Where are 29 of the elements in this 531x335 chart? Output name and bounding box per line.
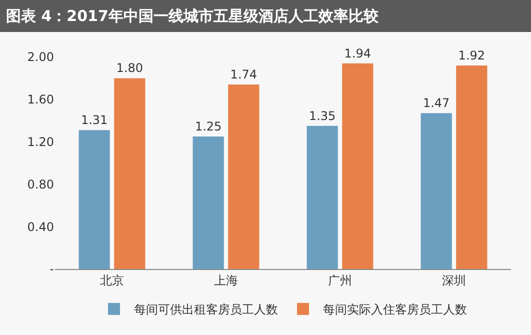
y-tick-label: 0.40: [27, 220, 54, 234]
data-label: 1.31: [80, 113, 108, 128]
bar: [114, 78, 146, 269]
y-tick-label: 1.60: [27, 92, 54, 107]
y-tick-label: 1.20: [27, 135, 54, 149]
bar: [456, 65, 488, 269]
bar: [306, 126, 338, 269]
y-tick-label: 0.80: [27, 177, 54, 192]
x-tick-label: 上海: [214, 273, 238, 288]
data-label: 1.80: [116, 61, 144, 76]
bar: [228, 84, 260, 269]
y-tick-label: -: [50, 262, 54, 276]
bar: [192, 136, 224, 269]
x-tick-label: 广州: [328, 273, 352, 288]
legend-label: 每间可供出租客房员工人数: [134, 302, 278, 317]
bar: [78, 130, 110, 269]
data-label: 1.94: [344, 46, 372, 60]
chart-title: 图表 4：2017年中国一线城市五星级酒店人工效率比较: [0, 0, 531, 32]
bar: [342, 63, 374, 269]
x-tick-label: 北京: [100, 273, 124, 288]
data-label: 1.35: [308, 108, 336, 123]
y-tick-label: 2.00: [27, 50, 54, 64]
x-tick-label: 深圳: [442, 273, 466, 288]
data-label: 1.25: [194, 120, 222, 134]
legend-label: 每间实际入住客房员工人数: [323, 302, 467, 317]
data-label: 1.47: [422, 96, 450, 110]
data-label: 1.74: [230, 68, 258, 82]
bar: [420, 113, 452, 269]
data-label: 1.92: [458, 48, 486, 62]
